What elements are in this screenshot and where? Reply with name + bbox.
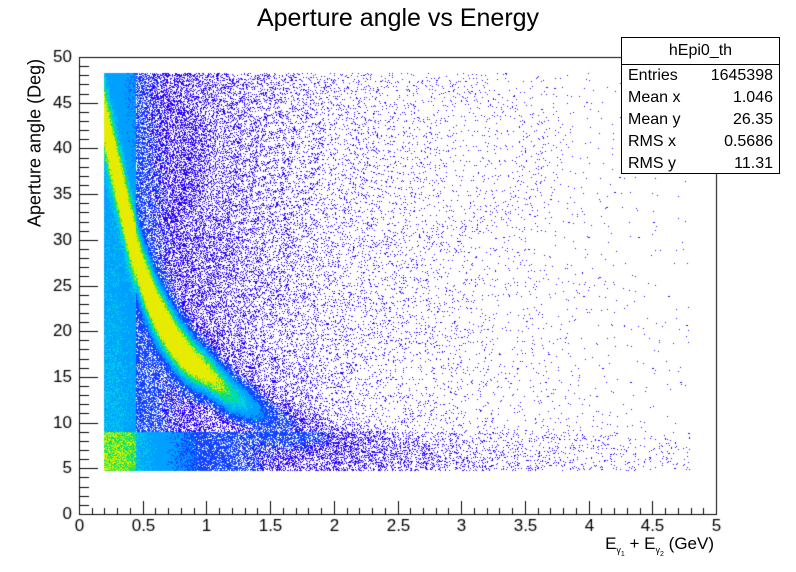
stats-label: RMS y bbox=[628, 155, 676, 172]
stats-row-rms-y: RMS y 11.31 bbox=[622, 153, 779, 175]
y-axis-label: Aperture angle (Deg) bbox=[24, 58, 45, 228]
stats-row-entries: Entries 1645398 bbox=[622, 65, 779, 87]
stats-label: Mean y bbox=[628, 111, 681, 128]
stats-label: RMS x bbox=[628, 133, 676, 150]
stats-value: 0.5686 bbox=[724, 133, 773, 150]
stats-label: Mean x bbox=[628, 89, 681, 106]
stats-value: 1.046 bbox=[732, 89, 773, 106]
stats-box: hEpi0_th Entries 1645398 Mean x 1.046 Mean… bbox=[621, 37, 780, 174]
stats-value: 26.35 bbox=[732, 111, 773, 128]
stats-value: 11.31 bbox=[734, 155, 773, 172]
stats-row-mean-x: Mean x 1.046 bbox=[622, 87, 779, 109]
stats-row-mean-y: Mean y 26.35 bbox=[622, 109, 779, 131]
x-axis-label: Eγ1 + Eγ2 (GeV) bbox=[605, 534, 714, 559]
chart-title: Aperture angle vs Energy bbox=[256, 4, 540, 32]
stats-value: 1645398 bbox=[710, 67, 773, 84]
stats-row-rms-x: RMS x 0.5686 bbox=[622, 131, 779, 153]
stats-histogram-name: hEpi0_th bbox=[622, 38, 779, 65]
stats-label: Entries bbox=[628, 67, 678, 84]
